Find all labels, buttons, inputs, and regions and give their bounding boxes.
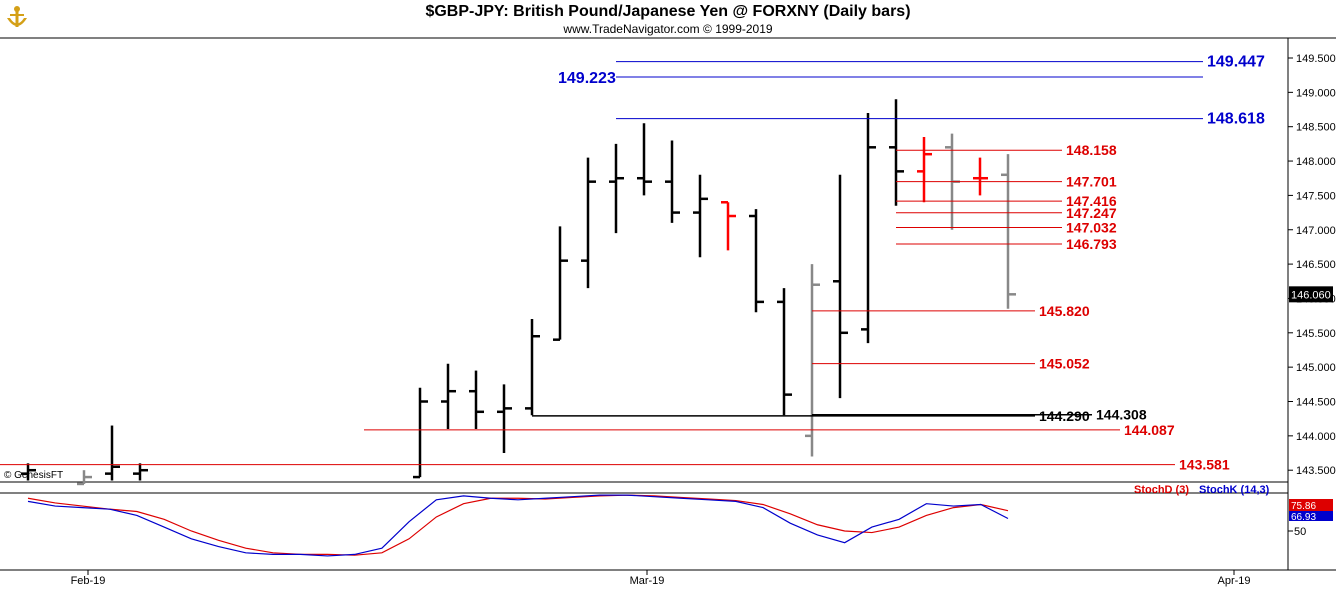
level-label: 147.416	[1066, 193, 1117, 209]
ohlc-bar	[749, 209, 764, 313]
level-label: 148.618	[1207, 111, 1265, 128]
y-tick-label: 148.500	[1296, 122, 1336, 134]
ohlc-bar	[777, 288, 792, 416]
ohlc-bar	[609, 143, 624, 234]
y-tick-label: 143.500	[1296, 465, 1336, 477]
ohlc-bar	[105, 425, 120, 481]
x-tick-label: Apr-19	[1217, 575, 1250, 587]
y-tick-label: 147.000	[1296, 225, 1336, 237]
level-label: 143.581	[1179, 457, 1230, 473]
ohlc-bar	[469, 370, 484, 429]
ohlc-bar	[665, 140, 680, 223]
stochD-value: 75.86	[1291, 501, 1316, 512]
ohlc-bar	[973, 157, 988, 196]
last-price-box	[1289, 286, 1333, 303]
y-tick-label: 144.500	[1296, 397, 1336, 409]
level-label: 149.447	[1207, 54, 1265, 71]
level-label: 148.158	[1066, 142, 1117, 158]
ohlc-bar	[637, 123, 652, 196]
ohlc-bar	[553, 226, 568, 341]
stochK-value-box	[1289, 511, 1333, 521]
stochK-legend: StochK (14,3)	[1199, 484, 1270, 496]
ohlc-bar	[21, 463, 36, 481]
trade-navigator-logo-icon	[7, 6, 27, 27]
chart-title: $GBP-JPY: British Pound/Japanese Yen @ F…	[425, 3, 911, 20]
level-label: 145.820	[1039, 303, 1090, 319]
level-label: 144.087	[1124, 422, 1175, 438]
ohlc-bar	[693, 174, 708, 258]
ohlc-bar	[497, 384, 512, 454]
level-label: 145.052	[1039, 356, 1090, 372]
stoch-tick-label: 50	[1294, 526, 1306, 538]
ohlc-bar	[77, 470, 92, 486]
stochD-value-box	[1289, 499, 1333, 511]
ohlc-bar	[1001, 154, 1016, 309]
level-label: 149.223	[558, 70, 616, 87]
level-label: 144.290	[1039, 408, 1090, 424]
ohlc-bar	[833, 174, 848, 399]
y-tick-label: 149.000	[1296, 87, 1336, 99]
ohlc-bar	[581, 157, 596, 289]
ohlc-bar	[133, 463, 148, 481]
stochD-line	[27, 494, 1009, 556]
y-tick-label: 145.500	[1296, 328, 1336, 340]
y-tick-label: 145.000	[1296, 362, 1336, 374]
y-tick-label: 146.500	[1296, 259, 1336, 271]
x-tick-label: Feb-19	[71, 575, 106, 587]
level-label: 147.032	[1066, 220, 1117, 236]
chart-header: $GBP-JPY: British Pound/Japanese Yen @ F…	[0, 0, 1336, 38]
stochK-value: 66.93	[1291, 512, 1316, 523]
level-label: 146.793	[1066, 236, 1117, 252]
level-label: 144.308	[1096, 407, 1147, 423]
ohlc-bar	[889, 99, 904, 206]
ohlc-bar	[413, 387, 428, 479]
ohlc-bar	[441, 363, 456, 429]
watermark-text: © GenesisFT	[4, 470, 63, 481]
ohlc-bar	[861, 112, 876, 344]
ohlc-bar	[525, 319, 540, 416]
level-label: 147.247	[1066, 205, 1117, 221]
level-label: 147.701	[1066, 174, 1117, 190]
x-tick-label: Mar-19	[630, 575, 665, 587]
chart-subtitle: www.TradeNavigator.com © 1999-2019	[563, 22, 773, 36]
ohlc-bar	[917, 137, 932, 203]
last-price-label: 146.060	[1291, 289, 1331, 301]
stochD-legend: StochD (3)	[1134, 484, 1189, 496]
y-tick-label: 149.500	[1296, 53, 1336, 65]
y-tick-label: 144.000	[1296, 431, 1336, 443]
y-tick-label: 148.000	[1296, 156, 1336, 168]
ohlc-bar	[721, 201, 736, 251]
y-tick-label: 147.500	[1296, 190, 1336, 202]
ohlc-bar	[805, 264, 820, 457]
stochK-line	[27, 494, 1009, 557]
